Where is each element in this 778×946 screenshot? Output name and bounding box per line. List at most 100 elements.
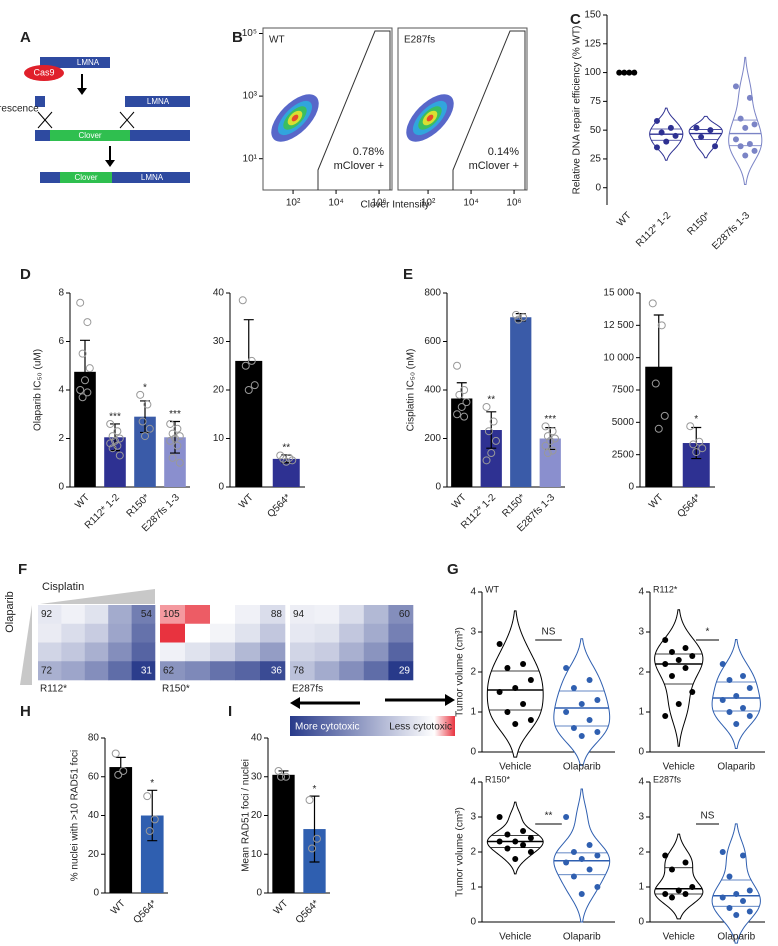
y-axis-label: Tumor volume (cm³) <box>455 807 466 897</box>
heatmap-cell <box>314 642 340 662</box>
violin-body <box>486 801 544 875</box>
heatmap-cell <box>235 605 261 625</box>
heatmap-cell <box>210 623 236 643</box>
gene-block <box>35 130 50 141</box>
clover-block <box>50 130 130 141</box>
gene-block <box>130 130 190 141</box>
y-tick-label: 0 <box>58 482 64 493</box>
data-point <box>106 419 115 428</box>
gate-name: mClover + <box>469 160 519 172</box>
data-point <box>548 446 557 455</box>
data-point <box>740 705 747 711</box>
y-tick-label: 80 <box>88 733 100 744</box>
y-tick-label: 1 <box>638 707 644 718</box>
y-tick-label: 4 <box>58 385 64 396</box>
data-point <box>682 859 689 866</box>
data-point <box>305 796 314 804</box>
data-point <box>626 69 633 76</box>
data-point <box>520 828 527 834</box>
data-point <box>150 815 159 824</box>
heatmap-cell <box>185 623 211 643</box>
data-point <box>550 434 559 443</box>
plot-title: WT <box>485 584 499 594</box>
data-point <box>512 310 521 319</box>
y-tick-label: 4 <box>638 587 644 598</box>
data-point <box>719 697 726 703</box>
heatmap-cell <box>339 605 365 625</box>
data-point <box>586 842 593 848</box>
cas9-label: Cas9 <box>33 67 54 77</box>
plot-title: E287fs <box>404 35 435 46</box>
data-point <box>520 842 527 848</box>
y-tick-label: 200 <box>424 433 441 444</box>
data-point <box>546 436 555 445</box>
data-point <box>453 361 462 370</box>
data-point <box>586 677 593 683</box>
data-point <box>563 859 570 866</box>
data-point <box>543 449 552 458</box>
heatmap-cell <box>131 642 156 662</box>
heatmap-cell <box>185 642 211 662</box>
y-tick-label: 2 <box>638 667 644 678</box>
y-tick-label: 0 <box>470 917 476 928</box>
data-point <box>563 665 570 671</box>
x-tick-label: WT <box>109 898 128 917</box>
cell-label: 78 <box>293 665 305 676</box>
data-point <box>171 434 179 443</box>
x-tick-label: 10² <box>286 198 301 209</box>
y-tick-label: 4 <box>470 587 476 598</box>
y-tick-label: 10⁵ <box>242 28 257 39</box>
data-point <box>733 891 740 897</box>
plot-title: E287fs <box>653 774 682 784</box>
significance: * <box>313 784 317 795</box>
heatmap-cell <box>38 642 62 662</box>
heatmap-cell <box>61 623 86 643</box>
data-point <box>244 386 253 394</box>
heatmap-cell <box>388 605 414 625</box>
density-cloud <box>291 114 299 122</box>
heatmap-cell <box>363 642 389 662</box>
data-point <box>76 298 85 307</box>
data-point <box>689 653 696 659</box>
cell-label: 62 <box>163 665 175 676</box>
data-point <box>682 665 689 671</box>
cell-label: 88 <box>271 609 283 620</box>
y-tick-label: 40 <box>213 288 225 299</box>
significance: ** <box>487 395 495 406</box>
gene-label: LMNA <box>77 58 100 67</box>
data-point <box>512 838 519 845</box>
data-point <box>651 379 660 388</box>
x-tick-label: R150* <box>685 210 713 238</box>
cell-label: 60 <box>399 609 411 620</box>
data-point <box>563 709 570 715</box>
y-tick-label: 20 <box>88 849 100 860</box>
y-tick-label: 40 <box>251 733 263 744</box>
y-tick-label: 100 <box>584 67 601 78</box>
data-point <box>119 766 128 775</box>
violin-body <box>486 610 544 758</box>
x-tick-label: R150* <box>125 492 153 520</box>
x-tick-label: R112* 1-2 <box>634 210 673 249</box>
data-point <box>658 129 665 136</box>
heatmap-cell <box>61 605 86 625</box>
x-tick-label: WT <box>73 492 92 511</box>
data-point <box>594 852 601 859</box>
y-tick-label: 30 <box>251 771 263 782</box>
data-point <box>742 152 749 159</box>
data-point <box>113 441 122 450</box>
data-point <box>512 856 519 862</box>
significance: * <box>150 778 154 789</box>
data-point <box>238 296 247 305</box>
data-point <box>145 424 154 433</box>
data-point <box>281 772 290 781</box>
heatmap-cell <box>235 661 261 681</box>
heatmap-cell <box>363 661 389 681</box>
data-point <box>548 427 557 436</box>
data-point <box>662 661 669 667</box>
y-tick-label: 2 <box>470 667 476 678</box>
data-point <box>719 849 726 855</box>
cas9 <box>24 65 64 81</box>
heatmap-cell <box>84 642 109 662</box>
data-point <box>108 444 117 453</box>
data-point <box>654 424 663 433</box>
